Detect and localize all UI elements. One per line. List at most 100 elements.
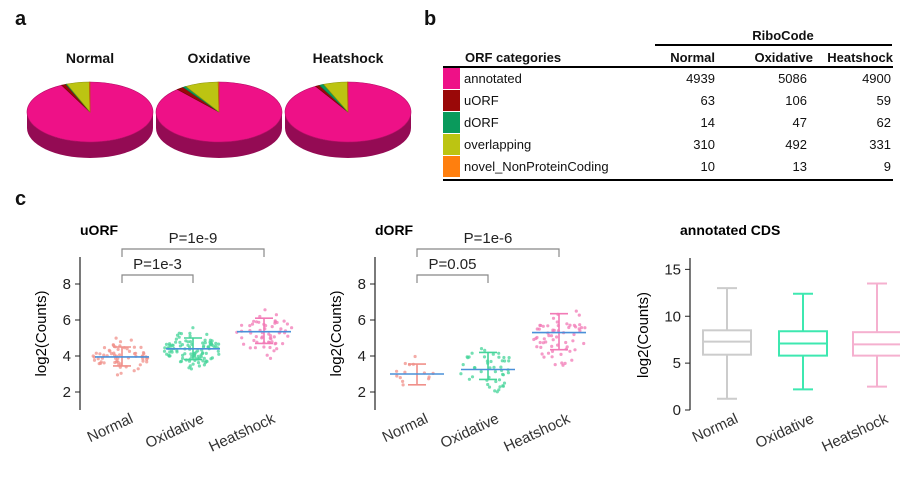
pie-side — [156, 112, 282, 158]
data-point — [564, 340, 568, 345]
data-point — [263, 308, 267, 312]
pie-side — [285, 112, 411, 158]
data-point — [472, 366, 477, 370]
data-point — [174, 337, 178, 341]
data-point — [201, 351, 205, 355]
data-point — [254, 335, 258, 339]
data-point — [204, 359, 208, 363]
y-tick-label: 2 — [358, 384, 366, 401]
data-point — [555, 335, 559, 339]
y-tick-label: 8 — [63, 276, 71, 293]
annotated-cds-box-plot: annotated CDS 0 5 10 15 log2(Counts) Normal Oxi… — [635, 222, 900, 456]
panel-label-c: c — [15, 188, 27, 210]
data-point — [551, 316, 556, 320]
data-point — [262, 345, 266, 349]
data-point — [506, 371, 510, 375]
table-group-rule — [655, 44, 892, 46]
data-point — [544, 340, 548, 344]
data-point — [582, 341, 586, 346]
p-value-label: P=1e-3 — [133, 256, 182, 273]
data-point — [497, 378, 502, 382]
data-point — [538, 340, 542, 345]
data-point — [163, 346, 167, 350]
data-point — [202, 363, 206, 367]
data-point — [196, 361, 201, 365]
data-point — [203, 341, 207, 345]
data-point — [118, 340, 123, 344]
data-point — [189, 352, 193, 356]
data-point — [102, 346, 107, 350]
data-point — [115, 373, 120, 377]
data-point — [535, 345, 539, 349]
data-point — [561, 363, 565, 367]
significance-bracket — [121, 248, 265, 257]
data-point — [214, 341, 218, 345]
data-point — [282, 319, 286, 323]
data-point — [497, 355, 501, 359]
data-point — [482, 355, 487, 359]
data-point — [205, 332, 209, 336]
data-point — [459, 372, 463, 376]
data-point — [272, 349, 276, 353]
data-point — [550, 344, 554, 348]
table-row-uorf: uORF 63 106 59 — [443, 90, 893, 112]
data-point — [398, 376, 402, 380]
data-point — [281, 342, 285, 346]
significance-bracket — [416, 274, 489, 283]
y-tick-label: 15 — [664, 261, 681, 278]
data-point — [559, 352, 563, 356]
data-point — [395, 374, 399, 378]
cell: 331 — [869, 137, 891, 152]
data-point — [240, 336, 244, 340]
y-tick-label: 8 — [358, 276, 366, 293]
data-point — [507, 356, 511, 360]
data-point — [119, 371, 123, 375]
data-point — [507, 359, 511, 363]
row-label: novel_NonProteinCoding — [464, 159, 609, 174]
data-point — [217, 342, 221, 346]
data-point — [252, 319, 256, 323]
data-point — [125, 347, 129, 351]
data-point — [197, 364, 201, 368]
y-tick-label: 5 — [673, 355, 681, 372]
data-point — [98, 352, 102, 356]
data-point — [242, 342, 246, 346]
data-point — [550, 355, 554, 359]
row-label: overlapping — [464, 137, 532, 152]
table-header-rule — [443, 66, 893, 68]
data-point — [286, 334, 290, 338]
data-point — [403, 361, 407, 366]
data-point — [248, 346, 252, 350]
data-point — [188, 331, 192, 335]
data-point — [555, 320, 559, 324]
data-point — [502, 355, 506, 360]
data-point — [269, 334, 273, 338]
table-col-heatshock: Heatshock — [827, 50, 893, 65]
data-point — [199, 355, 203, 359]
data-point — [274, 313, 278, 317]
cell: 13 — [792, 159, 807, 174]
p-value-label: P=1e-9 — [169, 230, 218, 247]
data-point — [578, 323, 582, 327]
data-point — [145, 357, 149, 362]
data-point — [549, 334, 554, 338]
table-bottom-rule — [443, 179, 893, 181]
data-point — [201, 341, 205, 345]
cell: 47 — [792, 115, 807, 130]
x-tick-label: Heatshock — [501, 410, 573, 456]
cell: 62 — [876, 115, 891, 130]
data-point — [538, 323, 542, 327]
y-tick-label: 6 — [358, 312, 366, 329]
data-point — [583, 326, 587, 330]
data-point — [191, 362, 195, 366]
data-point — [165, 352, 169, 356]
data-point — [178, 340, 182, 344]
data-point — [201, 359, 205, 363]
data-point — [541, 324, 545, 328]
data-point — [273, 342, 277, 346]
data-point — [494, 379, 498, 384]
data-point — [572, 323, 576, 327]
data-point — [487, 385, 492, 389]
color-swatch — [443, 156, 460, 177]
data-point — [112, 353, 117, 357]
